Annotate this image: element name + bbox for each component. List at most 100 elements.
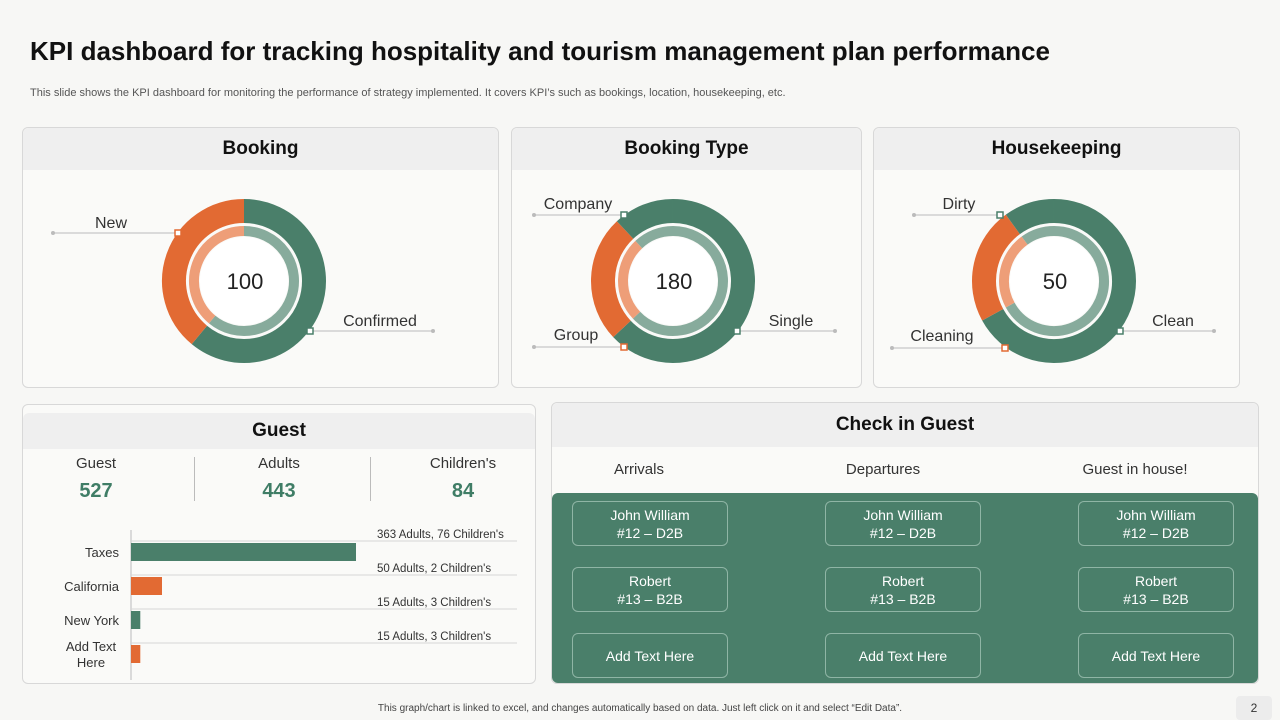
placeholder-text: Add Text Here: [1111, 647, 1201, 664]
bar-taxes: [131, 543, 356, 561]
guest-name: John William: [1116, 506, 1196, 523]
housekeeping-center-value: 50: [1043, 269, 1067, 294]
booking-center-value: 100: [227, 269, 264, 294]
guest-room: #12 – D2B: [869, 524, 937, 541]
donut-inner-green: [632, 226, 728, 336]
bar-data-label: 363 Adults, 76 Children's: [377, 529, 504, 541]
booking-card: Booking New Confirmed 100: [22, 127, 499, 388]
donut-segment-orange: [162, 199, 245, 345]
donut-center: [1010, 237, 1098, 325]
stat-divider: [194, 457, 195, 501]
page-subtitle: This slide shows the KPI dashboard for m…: [30, 87, 786, 99]
guest-name: Robert: [628, 572, 672, 589]
housekeeping-card-title: Housekeeping: [874, 128, 1239, 170]
guest-name: Robert: [881, 572, 925, 589]
guest-room: #12 – D2B: [616, 524, 684, 541]
donut-segment-green: [1005, 199, 1055, 235]
bar-california: [131, 577, 162, 595]
bar-category-label: New York: [64, 613, 119, 628]
booking-type-center-value: 180: [656, 269, 693, 294]
booking-type-card-title: Booking Type: [512, 128, 861, 170]
guest-room: #13 – B2B: [617, 590, 683, 607]
page-title: KPI dashboard for tracking hospitality a…: [30, 36, 1050, 66]
donut-center: [629, 237, 717, 325]
booking-card-title: Booking: [23, 128, 498, 170]
donut-center: [200, 237, 288, 325]
guest-card: Guest Guest 527 Adults 443 Children's 84…: [22, 404, 536, 684]
bar-data-label: 15 Adults, 3 Children's: [377, 631, 491, 643]
donut-segment-orange: [972, 214, 1021, 321]
arrival-guest-card[interactable]: Robert #13 – B2B: [572, 567, 728, 612]
stat-guest-value: 527: [79, 480, 113, 502]
stat-childrens-value: 84: [451, 480, 475, 502]
guest-room: #13 – B2B: [870, 590, 936, 607]
guest-stats: Guest 527 Adults 443 Children's 84: [23, 455, 535, 505]
bar-add-text-here: [131, 645, 141, 663]
donut-label-cleaning: Cleaning: [910, 328, 973, 345]
donut-inner-green: [1021, 226, 1055, 245]
stat-guest-label: Guest: [75, 455, 117, 472]
departure-guest-card[interactable]: Robert #13 – B2B: [825, 567, 981, 612]
checkin-card: Check in Guest Arrivals Departures Guest…: [551, 402, 1259, 684]
guest-card-title: Guest: [23, 413, 535, 449]
donut-segment-green: [982, 199, 1136, 363]
donut-segment-orange: [591, 221, 634, 338]
bar-new-york: [131, 611, 141, 629]
footer-note: This graph/chart is linked to excel, and…: [377, 703, 903, 714]
in-house-placeholder-card[interactable]: Add Text Here: [1078, 633, 1234, 678]
column-guest-in-house: Guest in house!: [1082, 461, 1188, 478]
donut-segment-green: [616, 199, 674, 240]
arrival-placeholder-card[interactable]: Add Text Here: [572, 633, 728, 678]
donut-label-dirty: Dirty: [943, 196, 976, 213]
booking-donut-chart: New Confirmed 100: [51, 199, 435, 363]
donut-inner-orange: [999, 236, 1028, 308]
bar-category-label: Add Text: [66, 639, 117, 654]
checkin-guest-panel: John William #12 – D2B John William #12 – …: [552, 493, 1258, 683]
donut-segment-green: [191, 199, 326, 363]
guest-name: John William: [863, 506, 943, 523]
in-house-guest-card[interactable]: John William #12 – D2B: [1078, 501, 1234, 546]
donut-segment-green: [613, 199, 755, 363]
bar-category-label: California: [64, 579, 120, 594]
page-number: 2: [1236, 696, 1272, 720]
guest-name: Robert: [1134, 572, 1178, 589]
housekeeping-donut-chart: Dirty Cleaning Clean 50: [890, 196, 1216, 363]
bar-category-label: Taxes: [85, 545, 119, 560]
bar-data-label: 50 Adults, 2 Children's: [377, 563, 491, 575]
stat-guest: Guest 527: [16, 455, 176, 503]
donut-label-group: Group: [554, 327, 599, 344]
stat-adults: Adults 443: [199, 455, 359, 503]
stat-adults-value: 443: [262, 480, 296, 502]
guest-bar-chart: Taxes 363 Adults, 76 Children's California…: [64, 529, 517, 680]
placeholder-text: Add Text Here: [858, 647, 948, 664]
donut-inner-green: [208, 226, 299, 336]
donut-label-single: Single: [769, 313, 814, 330]
guest-name: John William: [610, 506, 690, 523]
housekeeping-card: Housekeeping Dirty Cleaning Clean 50: [873, 127, 1240, 388]
booking-type-card: Booking Type Company Group Single 180: [511, 127, 862, 388]
departure-guest-card[interactable]: John William #12 – D2B: [825, 501, 981, 546]
stat-adults-label: Adults: [258, 455, 300, 472]
bar-category-label: Here: [77, 655, 105, 670]
guest-room: #13 – B2B: [1123, 590, 1189, 607]
placeholder-text: Add Text Here: [605, 647, 695, 664]
column-arrivals: Arrivals: [613, 461, 664, 478]
donut-label-confirmed: Confirmed: [343, 313, 417, 330]
in-house-guest-card[interactable]: Robert #13 – B2B: [1078, 567, 1234, 612]
stat-childrens: Children's 84: [383, 455, 543, 503]
arrival-guest-card[interactable]: John William #12 – D2B: [572, 501, 728, 546]
donut-inner-green: [1005, 226, 1109, 336]
donut-label-clean: Clean: [1152, 313, 1194, 330]
booking-type-donut-chart: Company Group Single 180: [532, 196, 837, 363]
bar-data-label: 15 Adults, 3 Children's: [377, 597, 491, 609]
column-departures: Departures: [845, 461, 921, 478]
departure-placeholder-card[interactable]: Add Text Here: [825, 633, 981, 678]
donut-label-company: Company: [544, 196, 612, 213]
donut-inner-orange: [189, 226, 245, 324]
checkin-card-title: Check in Guest: [552, 403, 1258, 447]
donut-inner-orange: [618, 240, 643, 319]
donut-inner-green: [635, 226, 674, 249]
stat-childrens-label: Children's: [429, 455, 497, 472]
donut-label-new: New: [95, 215, 127, 232]
guest-room: #12 – D2B: [1122, 524, 1190, 541]
